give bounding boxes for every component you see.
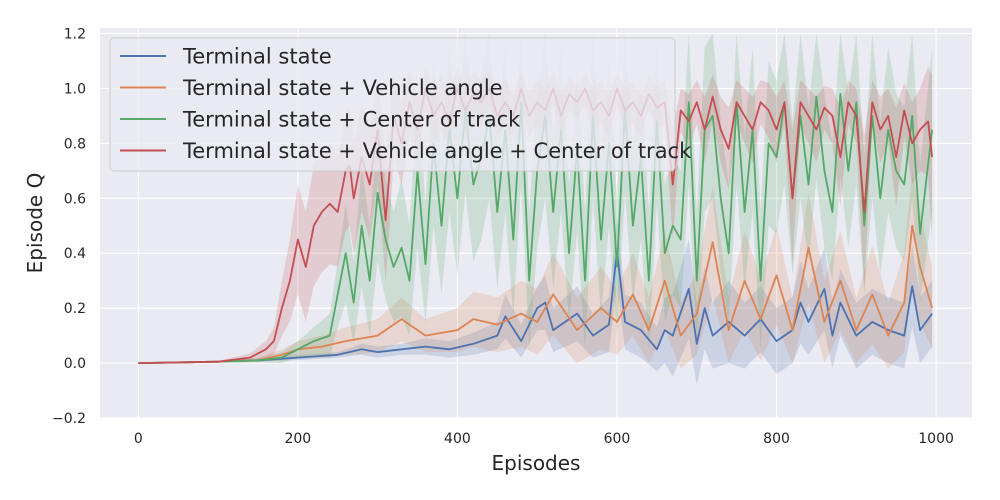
y-tick-label: 0.2 <box>64 301 86 317</box>
x-tick-label: 600 <box>604 431 631 447</box>
legend-box <box>109 37 676 172</box>
y-axis-label: Episode Q <box>23 173 47 274</box>
x-tick-label: 800 <box>763 431 790 447</box>
y-tick-label: 0.0 <box>64 356 86 372</box>
x-tick-label: 1000 <box>918 431 954 447</box>
tick-labels: 0 200 400 600 800 1000 −0.2 0.0 0.2 0.4 0.6 0.8 1.0 1… <box>52 26 954 447</box>
x-axis-label: Episodes <box>492 451 581 475</box>
legend: Terminal state Terminal state + Vehicle a… <box>109 37 692 172</box>
y-tick-label: 0.8 <box>64 136 86 152</box>
line-terminal-state-center-of-track <box>138 93 933 364</box>
legend-label-terminal-state-vehicle-angle-center-of-track: Terminal state + Vehicle angle + Center … <box>182 139 692 163</box>
y-tick-label: 0.6 <box>64 191 86 207</box>
legend-label-terminal-state-center-of-track: Terminal state + Center of track <box>182 108 521 132</box>
legend-label-terminal-state-vehicle-angle: Terminal state + Vehicle angle <box>182 76 503 100</box>
x-tick-label: 200 <box>284 431 311 447</box>
band-terminal-state <box>138 217 933 385</box>
y-tick-label: 1.0 <box>64 81 86 97</box>
band-terminal-state-vehicle-angle <box>138 170 933 369</box>
legend-label-terminal-state: Terminal state <box>182 45 332 69</box>
y-tick-label: 0.4 <box>64 246 86 262</box>
line-terminal-state <box>138 249 933 364</box>
x-tick-label: 0 <box>134 431 143 447</box>
line-terminal-state-vehicle-angle <box>138 224 933 364</box>
y-tick-label: −0.2 <box>52 411 86 427</box>
band-terminal-state-vehicle-angle-center-of-track <box>138 66 933 364</box>
x-tick-label: 400 <box>444 431 471 447</box>
y-tick-label: 1.2 <box>64 26 86 42</box>
